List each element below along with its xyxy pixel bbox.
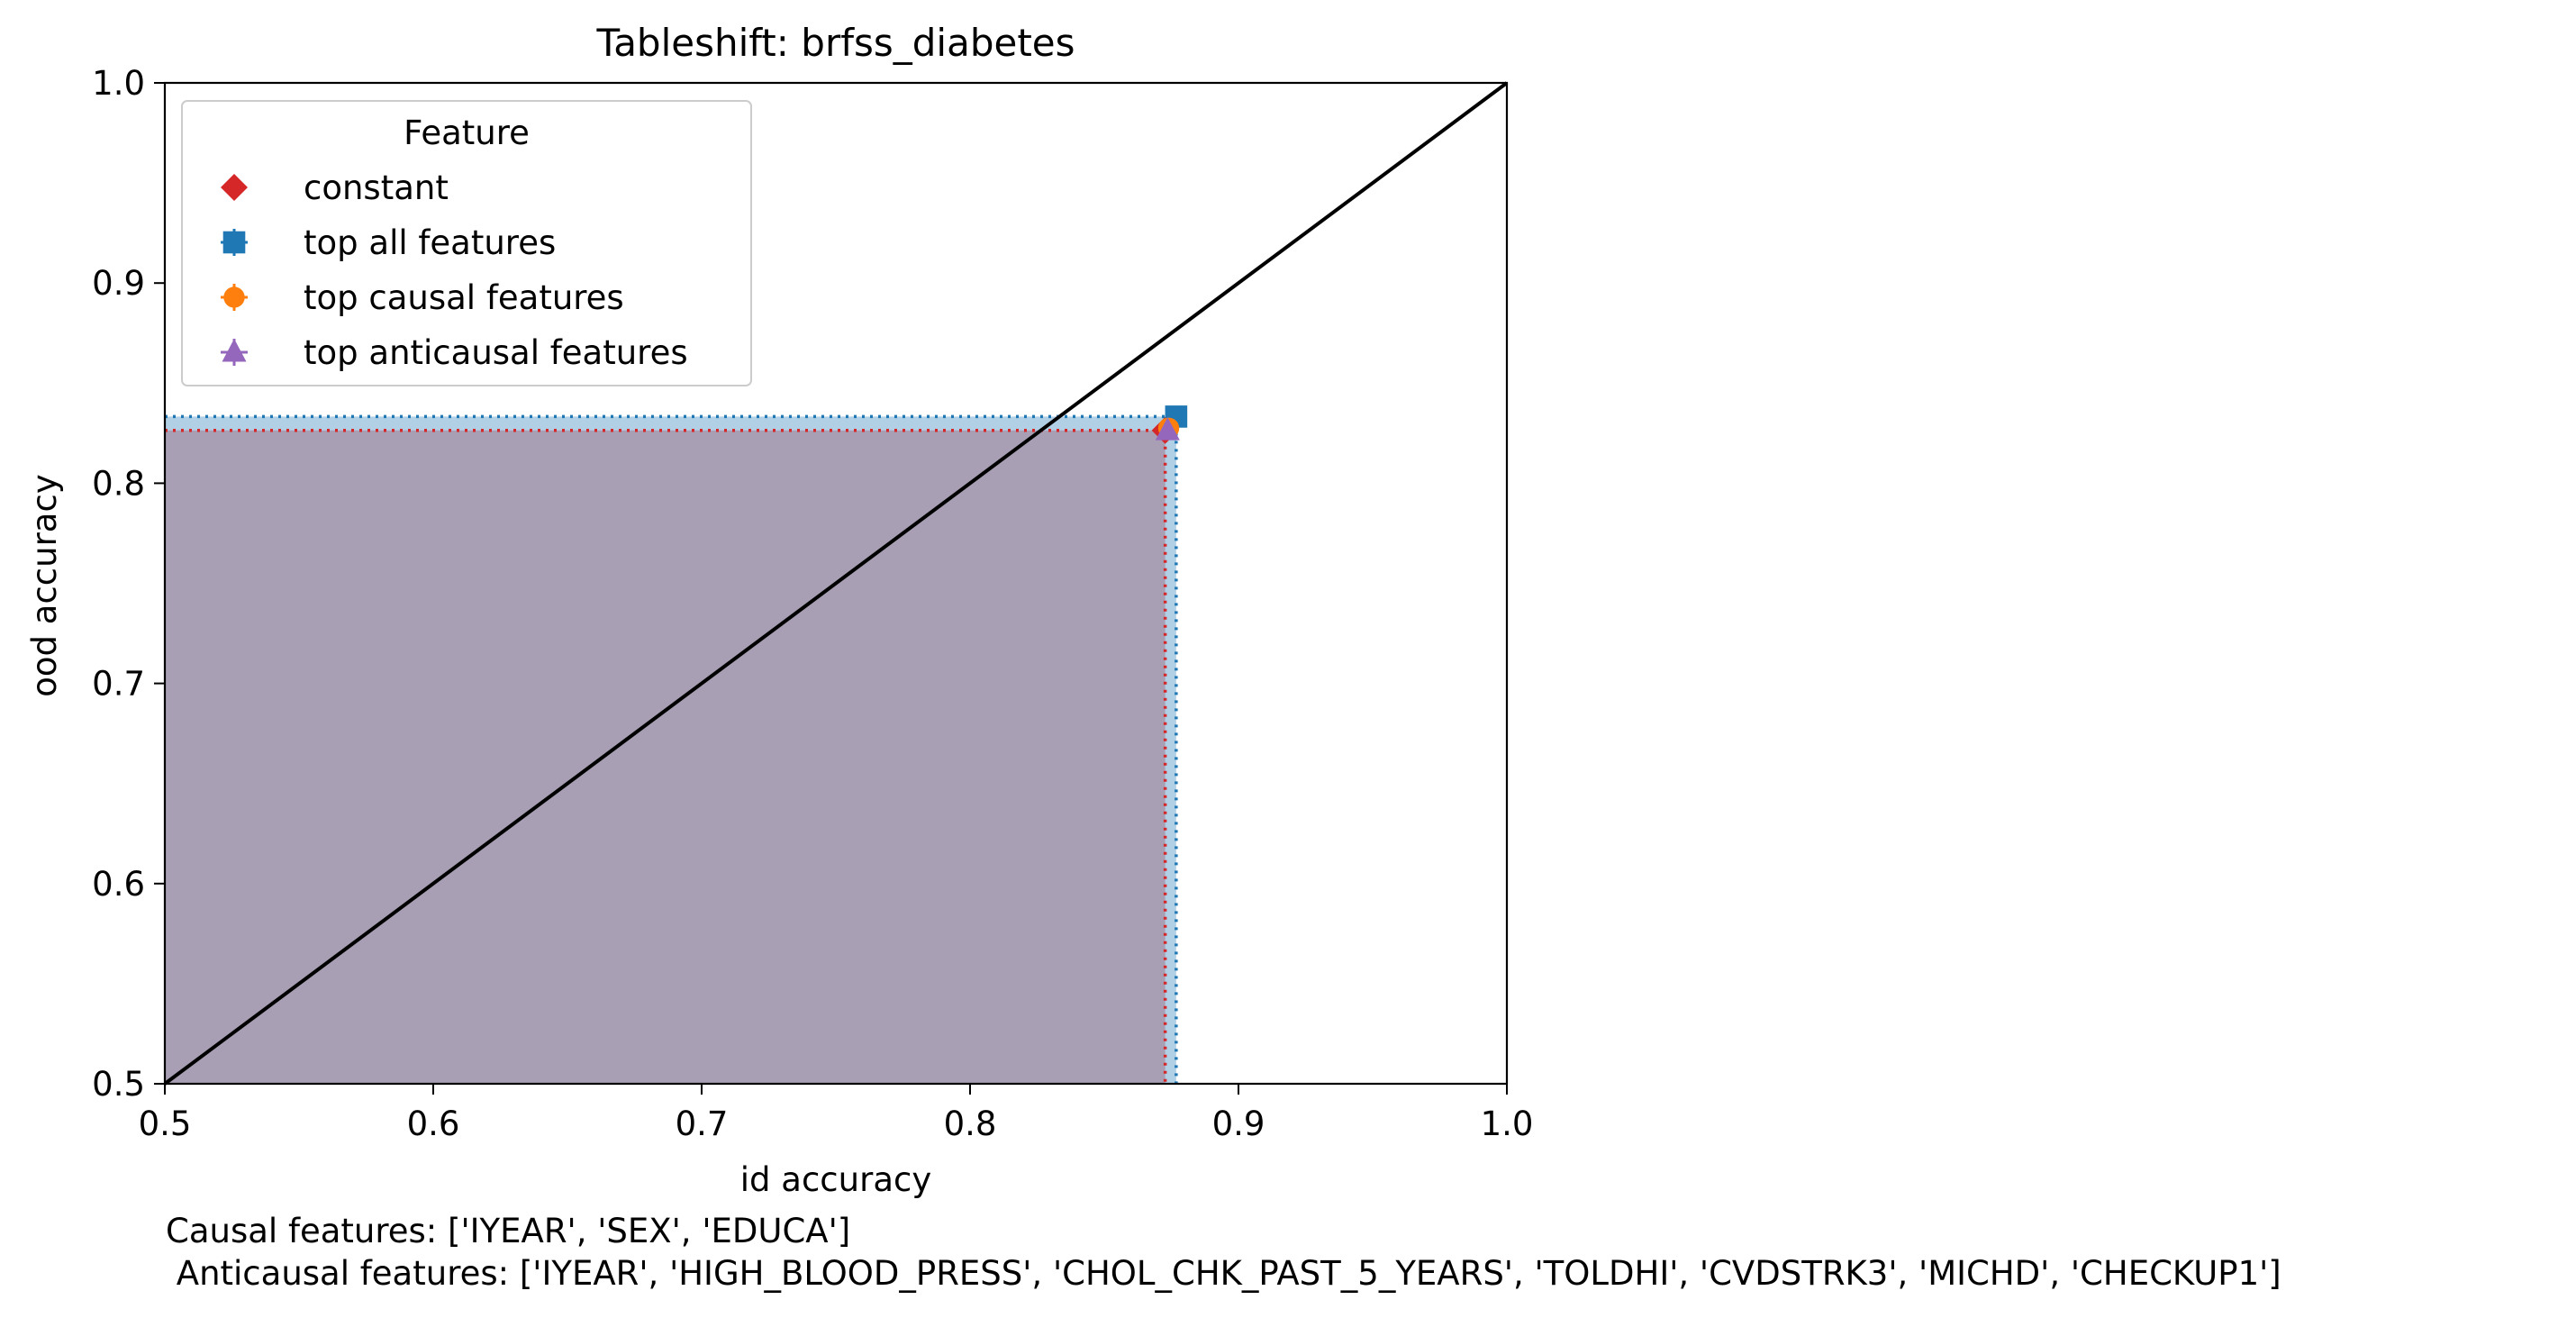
x-tick-label: 0.7 [676,1104,729,1143]
y-axis-label: ood accuracy [25,474,64,696]
legend-marker-top-causal-features [223,286,245,308]
legend-title: Feature [404,114,530,152]
y-tick-label: 0.6 [92,865,145,904]
region-top-all-features [165,416,1176,1084]
legend-marker-top-all-features [222,231,246,254]
y-tick-label: 0.8 [92,464,145,503]
x-tick-label: 0.6 [407,1104,460,1143]
diagonal-line [163,81,1509,1086]
y-tick-label: 1.0 [92,64,145,103]
legend-label: constant [304,168,449,207]
x-tick-label: 0.5 [139,1104,192,1143]
axes-frame [163,81,1509,1086]
y-tick-label: 0.7 [92,665,145,704]
point-top-anticausal-features [1155,417,1180,441]
causal-features-note: Causal features: ['IYEAR', 'SEX', 'EDUCA… [166,1212,850,1250]
shaded-regions [165,414,1178,1084]
diagonal-layer [163,81,1509,1086]
legend-label: top anticausal features [304,333,688,372]
data-markers [1151,405,1188,444]
legend-marker-top-anticausal-features [222,339,247,362]
chart-title: Tableshift: brfss_diabetes [595,21,1075,65]
region-constant [165,430,1166,1084]
x-axis-ticks: 0.5 0.6 0.7 0.8 0.9 1.0 [139,1084,1534,1143]
x-tick-label: 0.9 [1212,1104,1265,1143]
legend-box [181,100,752,386]
legend-label: top all features [304,223,556,262]
y-tick-label: 0.5 [92,1065,145,1104]
legend-marker-constant [221,174,248,201]
x-tick-label: 1.0 [1481,1104,1534,1143]
y-tick-label: 0.9 [92,264,145,303]
legend: Feature constant top all features top causa… [181,100,752,386]
y-axis-ticks: 0.5 0.6 0.7 0.8 0.9 1.0 [92,64,165,1104]
legend-label: top causal features [304,278,624,317]
x-axis-label: id accuracy [740,1160,931,1199]
anticausal-features-note: Anticausal features: ['IYEAR', 'HIGH_BLO… [166,1254,2281,1293]
x-tick-label: 0.8 [944,1104,997,1143]
